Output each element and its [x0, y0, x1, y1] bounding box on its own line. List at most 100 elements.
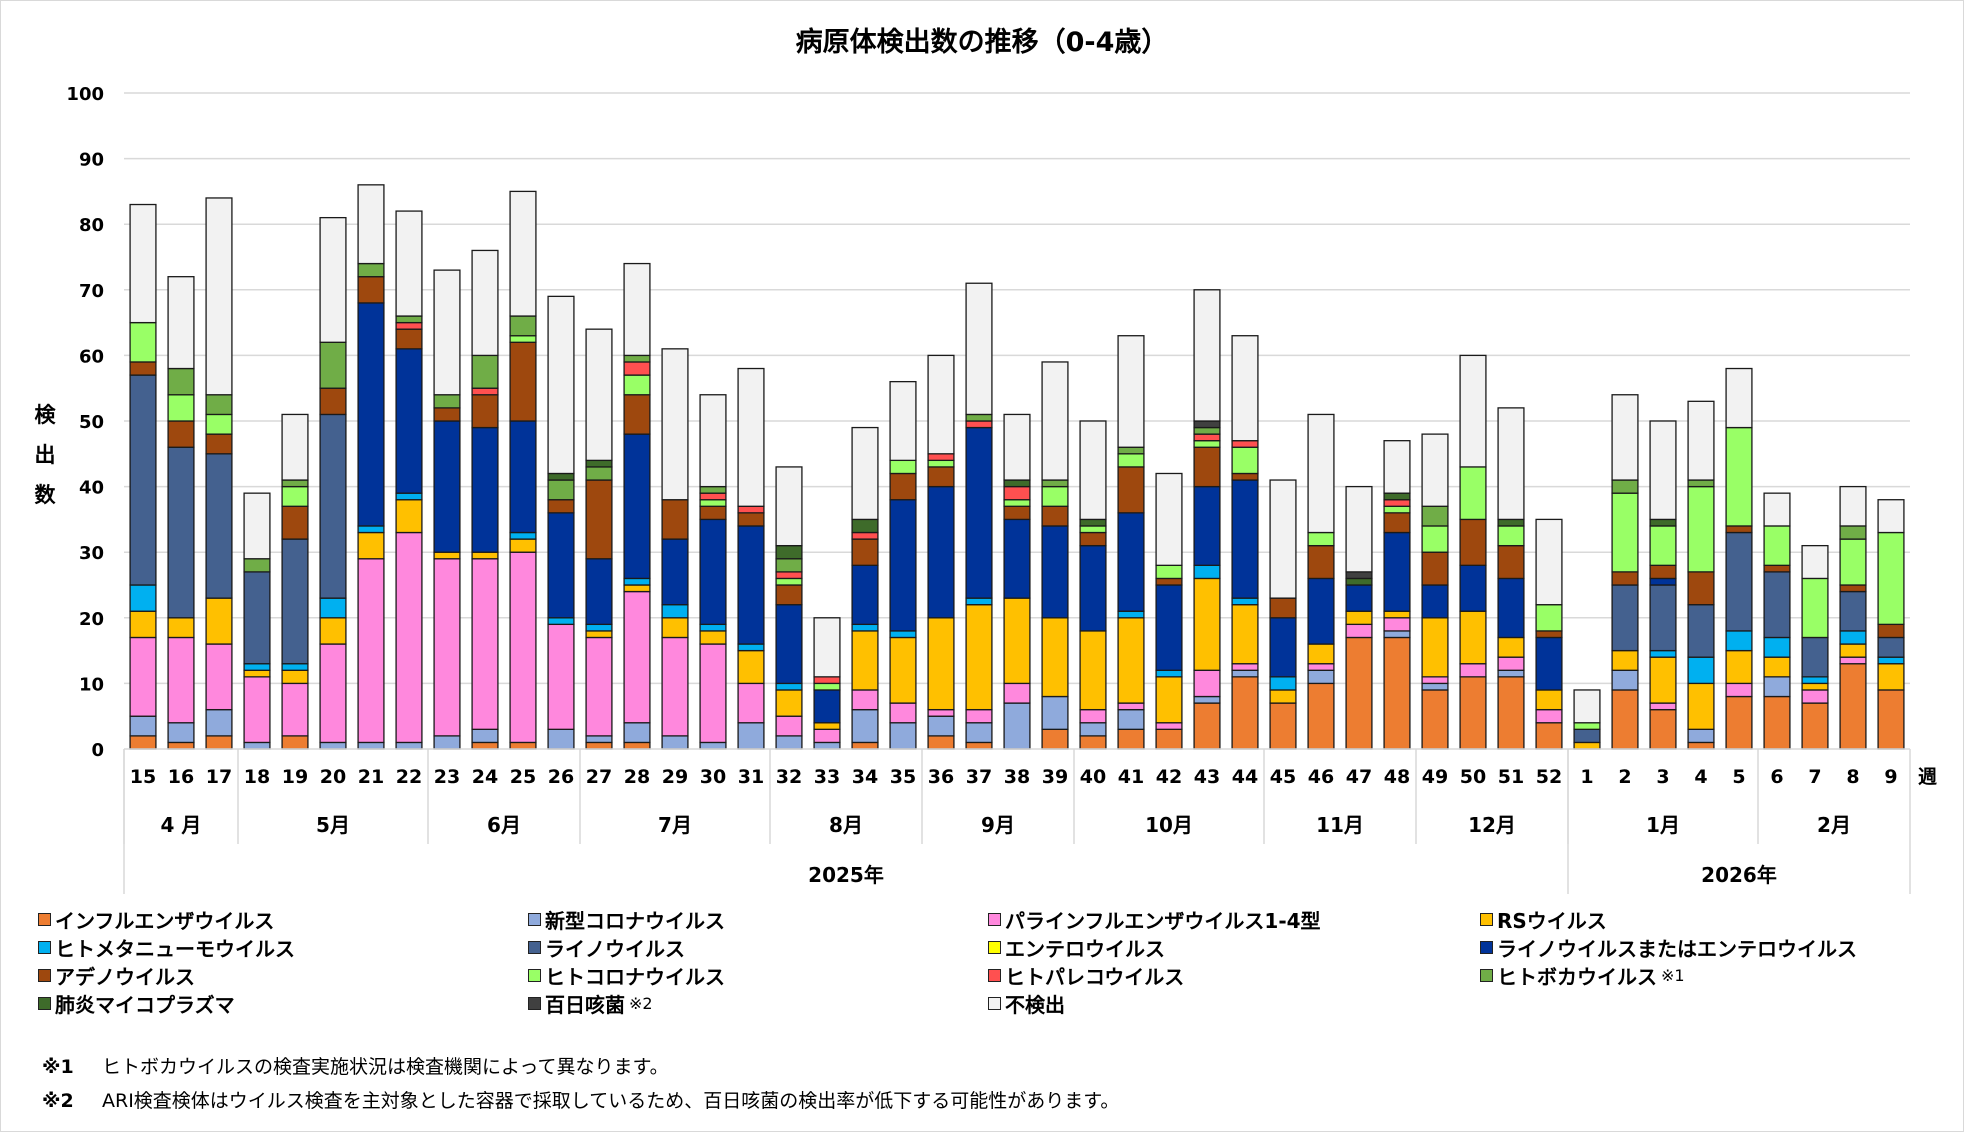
bar-segment — [1155, 676, 1183, 724]
bar-segment — [1611, 479, 1639, 494]
x-tick-label: 42 — [1156, 766, 1182, 788]
bar-segment — [1877, 663, 1905, 691]
bar-segment — [927, 735, 955, 750]
bar-segment — [1649, 649, 1677, 658]
bar-segment — [319, 597, 347, 619]
y-axis-label-char: 出 — [34, 443, 56, 467]
year-label: 2025年 — [808, 863, 884, 887]
y-tick-label: 30 — [79, 543, 104, 564]
bar-segment — [1307, 682, 1335, 750]
bar-segment — [395, 348, 423, 494]
bar-segment — [1193, 702, 1221, 750]
legend-swatch — [38, 969, 51, 982]
bar-segment — [1117, 335, 1145, 448]
bar-segment — [1421, 617, 1449, 678]
bar-segment — [395, 321, 423, 330]
bar-segment — [585, 558, 613, 626]
legend-swatch — [1480, 941, 1493, 954]
x-tick-label: 1 — [1580, 766, 1593, 788]
bar-segment — [1345, 584, 1373, 612]
bar-segment — [1231, 597, 1259, 606]
bar-segment — [433, 269, 461, 396]
bar-segment — [1497, 544, 1525, 580]
bar-segment — [1687, 656, 1715, 685]
x-tick-label: 15 — [130, 766, 156, 788]
bar-segment — [205, 597, 233, 645]
bar-segment — [965, 413, 993, 422]
bar-segment — [205, 394, 233, 416]
legend-swatch — [528, 969, 541, 982]
bar-segment — [1421, 584, 1449, 619]
x-tick-label: 52 — [1536, 766, 1562, 788]
bar-segment — [1459, 676, 1487, 750]
bar-segment — [585, 741, 613, 750]
bar-segment — [851, 630, 879, 691]
bar-segment — [1003, 413, 1031, 481]
x-tick-label: 45 — [1270, 766, 1296, 788]
bar-segment — [319, 216, 347, 343]
bar-segment — [1003, 479, 1031, 488]
bar-segment — [1307, 577, 1335, 645]
bar-segment — [1269, 689, 1297, 704]
bar-segment — [1231, 676, 1259, 750]
bar-segment — [1231, 663, 1259, 671]
bar-segment — [1839, 663, 1867, 750]
y-axis-label-char: 数 — [34, 483, 56, 507]
bar-segment — [205, 453, 233, 599]
bar-segment — [395, 328, 423, 350]
bar-segment — [1003, 518, 1031, 599]
bar-segment — [813, 741, 841, 750]
bar-segment — [1497, 676, 1525, 750]
bar-segment — [1801, 702, 1829, 750]
bar-segment — [547, 617, 575, 626]
x-tick-label: 22 — [396, 766, 422, 788]
bar-segment — [1383, 505, 1411, 514]
legend-label: パラインフルエンザウイルス1-4型 — [1005, 909, 1321, 933]
bar-segment — [1041, 617, 1069, 698]
x-tick-label: 35 — [890, 766, 916, 788]
bar-segment — [1421, 505, 1449, 527]
bar-segment — [547, 512, 575, 619]
x-tick-label: 32 — [776, 766, 802, 788]
bar-segment — [699, 505, 727, 521]
bar-segment — [1269, 676, 1297, 691]
bar-segment — [1003, 702, 1031, 750]
bar-segment — [851, 426, 879, 521]
bar-segment — [1649, 518, 1677, 527]
bar-segment — [129, 715, 157, 737]
bar-segment — [737, 525, 765, 645]
bar-segment — [509, 335, 537, 343]
y-tick-label: 100 — [66, 84, 104, 105]
y-tick-label: 60 — [79, 346, 104, 367]
bar-segment — [243, 663, 271, 671]
bar-segment — [661, 617, 689, 639]
legend-swatch — [38, 913, 51, 926]
legend-item: 肺炎マイコプラズマ — [38, 989, 235, 1018]
bar-segment — [205, 735, 233, 750]
bar-segment — [1497, 518, 1525, 527]
bar-segment — [585, 630, 613, 639]
bar-segment — [699, 741, 727, 750]
bar-segment — [851, 564, 879, 626]
bar-segment — [1345, 636, 1373, 750]
bar-segment — [129, 203, 157, 324]
legend-label: ヒトパレコウイルス — [1005, 965, 1185, 989]
bar-segment — [661, 538, 689, 606]
bar-segment — [623, 262, 651, 357]
bar-segment — [775, 735, 803, 750]
bar-segment — [1611, 394, 1639, 481]
bar-segment — [357, 741, 385, 750]
bar-segment — [1117, 466, 1145, 514]
bar-segment — [1877, 656, 1905, 665]
bar-segment — [357, 184, 385, 265]
legend-item: RSウイルス — [1480, 905, 1607, 934]
month-label: 6月 — [487, 813, 521, 837]
legend-item: アデノウイルス — [38, 961, 195, 990]
bar-segment — [1459, 518, 1487, 566]
bar-segment — [927, 715, 955, 737]
bar-segment — [1193, 426, 1221, 435]
bar-segment — [167, 636, 195, 724]
month-label: 11月 — [1316, 813, 1364, 837]
bar-segment — [1763, 525, 1791, 566]
bar-segment — [167, 722, 195, 744]
